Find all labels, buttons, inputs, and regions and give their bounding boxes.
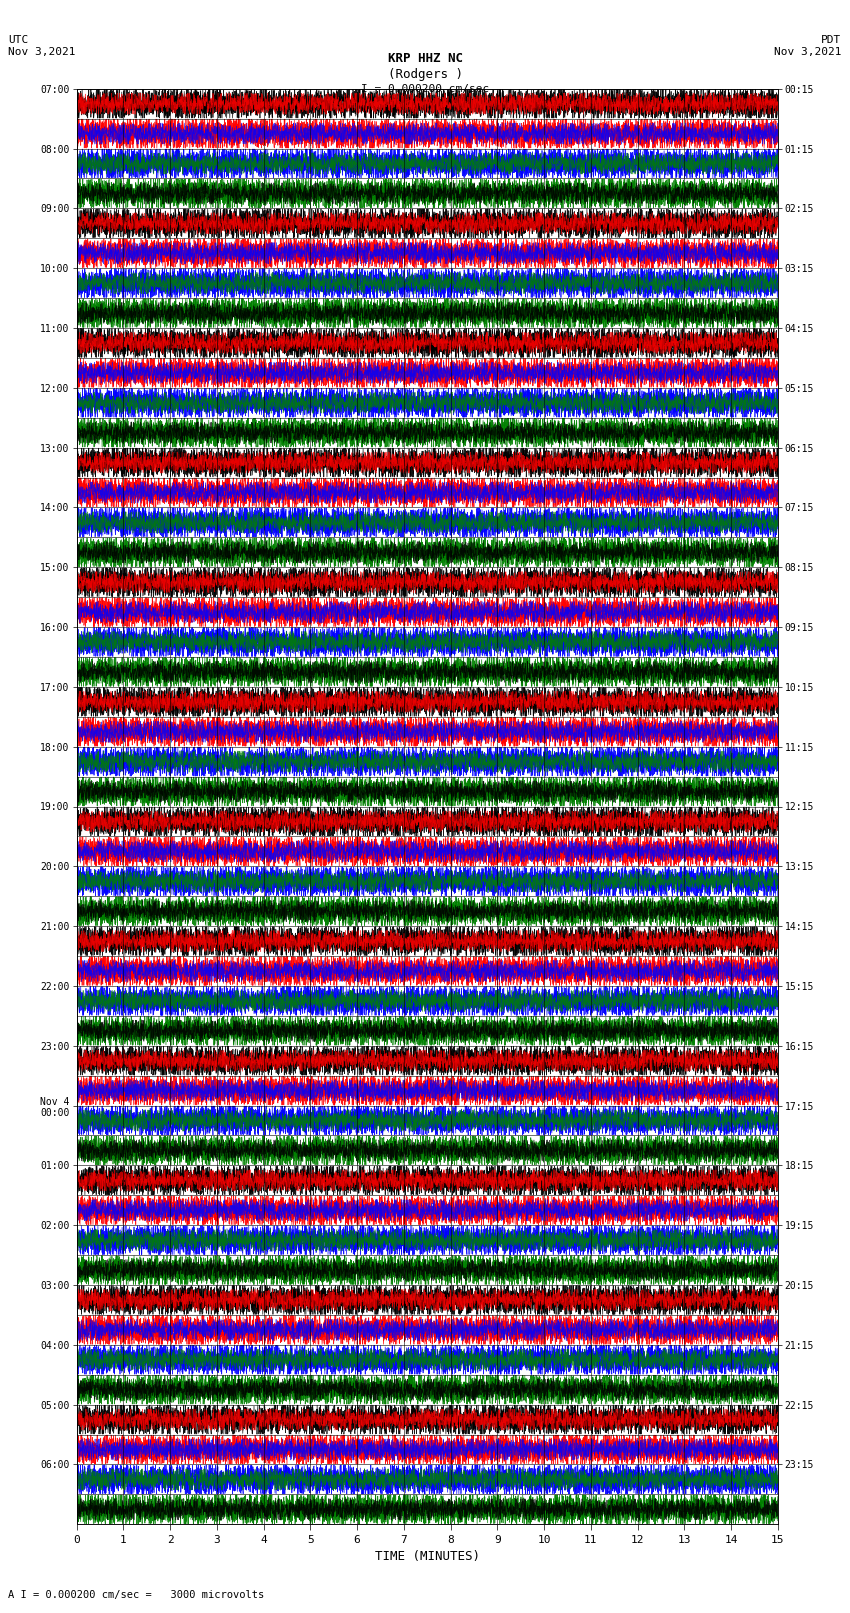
Text: I = 0.000200 cm/sec: I = 0.000200 cm/sec <box>361 84 489 94</box>
Text: Nov 3,2021: Nov 3,2021 <box>8 47 76 56</box>
X-axis label: TIME (MINUTES): TIME (MINUTES) <box>375 1550 479 1563</box>
Text: KRP HHZ NC: KRP HHZ NC <box>388 52 462 65</box>
Text: A I = 0.000200 cm/sec =   3000 microvolts: A I = 0.000200 cm/sec = 3000 microvolts <box>8 1590 264 1600</box>
Text: UTC: UTC <box>8 35 29 45</box>
Text: Nov 3,2021: Nov 3,2021 <box>774 47 842 56</box>
Text: (Rodgers ): (Rodgers ) <box>388 68 462 81</box>
Text: PDT: PDT <box>821 35 842 45</box>
